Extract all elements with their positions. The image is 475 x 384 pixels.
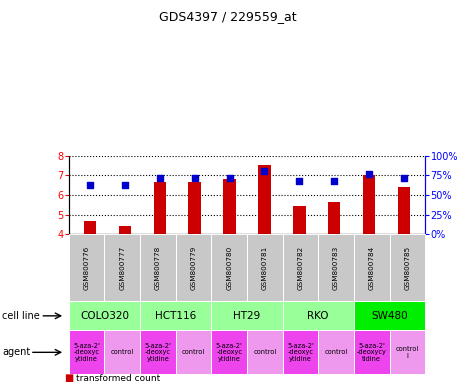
Bar [189, 182, 201, 234]
Text: HCT116: HCT116 [155, 311, 196, 321]
Text: GDS4397 / 229559_at: GDS4397 / 229559_at [159, 10, 297, 23]
Bar [84, 222, 96, 234]
Text: RKO: RKO [307, 311, 329, 321]
Point [86, 182, 94, 188]
Bar [398, 187, 410, 234]
Point [226, 174, 233, 180]
Text: HT29: HT29 [233, 311, 261, 321]
Text: GSM800785: GSM800785 [404, 246, 410, 290]
Point [365, 170, 373, 177]
Text: control: control [253, 349, 276, 355]
Text: GSM800781: GSM800781 [262, 246, 268, 290]
Text: 5-aza-2'
-deoxyc
ytidine: 5-aza-2' -deoxyc ytidine [144, 343, 171, 362]
Text: control: control [111, 349, 134, 355]
Text: 5-aza-2'
-deoxyc
ytidine: 5-aza-2' -deoxyc ytidine [73, 343, 100, 362]
Text: cell line: cell line [2, 311, 40, 321]
Text: SW480: SW480 [371, 311, 408, 321]
Text: 5-aza-2'
-deoxyc
ytidine: 5-aza-2' -deoxyc ytidine [216, 343, 243, 362]
Bar [223, 179, 236, 234]
Point [400, 174, 408, 180]
Text: GSM800782: GSM800782 [297, 246, 304, 290]
Text: 5-aza-2'
-deoxyc
ytidine: 5-aza-2' -deoxyc ytidine [287, 343, 314, 362]
Point [191, 174, 199, 180]
Text: GSM800779: GSM800779 [190, 246, 197, 290]
Bar [258, 165, 271, 234]
Text: GSM800776: GSM800776 [84, 246, 90, 290]
Point [295, 179, 303, 185]
Text: GSM800783: GSM800783 [333, 246, 339, 290]
Bar [119, 226, 131, 234]
Text: GSM800784: GSM800784 [369, 246, 375, 290]
Text: 5-aza-2'
-deoxycy
tidine: 5-aza-2' -deoxycy tidine [357, 343, 387, 362]
Text: transformed count: transformed count [76, 374, 160, 383]
Bar [293, 206, 305, 234]
Bar [363, 175, 375, 234]
Text: control: control [324, 349, 348, 355]
Bar [328, 202, 341, 234]
Text: control: control [182, 349, 205, 355]
Point [261, 168, 268, 174]
Point [121, 182, 129, 189]
Text: COLO320: COLO320 [80, 311, 129, 321]
Point [156, 174, 163, 180]
Text: control
l: control l [396, 346, 419, 359]
Point [331, 178, 338, 184]
Text: GSM800778: GSM800778 [155, 246, 161, 290]
Text: ■: ■ [64, 373, 73, 383]
Text: agent: agent [2, 347, 30, 358]
Bar [153, 182, 166, 234]
Text: GSM800777: GSM800777 [119, 246, 125, 290]
Text: GSM800780: GSM800780 [226, 246, 232, 290]
